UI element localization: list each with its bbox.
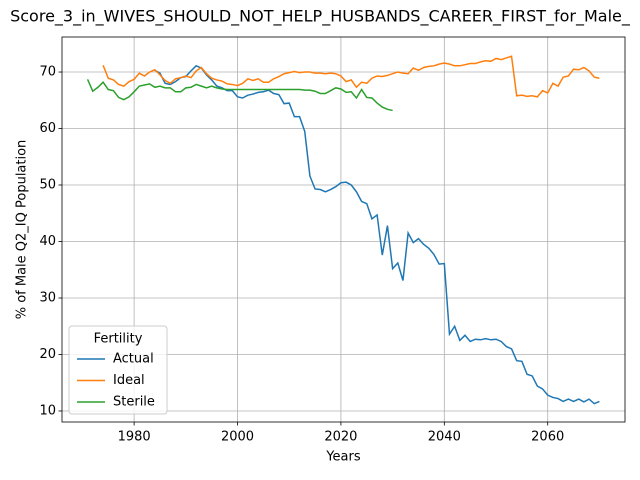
- x-tick-label: 2040: [428, 430, 461, 445]
- line-series: [86, 79, 393, 112]
- y-tick-label: 50: [39, 178, 56, 193]
- y-tick-label: 10: [39, 403, 56, 418]
- legend-box: [68, 325, 168, 415]
- y-tick-label: 60: [39, 121, 56, 136]
- legend: Fertility Actual Ideal Sterile: [68, 325, 168, 415]
- y-axis-label: % of Male Q2_IQ Population: [15, 140, 30, 320]
- y-tick-label: 30: [39, 290, 56, 305]
- legend-title: Fertility: [94, 332, 143, 347]
- y-tick-label: 70: [39, 65, 56, 80]
- y-tick-label: 20: [39, 347, 56, 362]
- x-axis-label: Years: [325, 450, 361, 465]
- legend-label: Ideal: [113, 373, 145, 388]
- x-tick-label: 2020: [324, 430, 357, 445]
- plot-frame: [61, 36, 626, 423]
- legend-label: Sterile: [113, 395, 155, 410]
- legend-label: Actual: [113, 352, 154, 367]
- line-series: [102, 55, 600, 98]
- x-tick-label: 2000: [221, 430, 254, 445]
- line-series: [154, 64, 600, 405]
- x-tick-label: 1980: [118, 430, 151, 445]
- chart-title: Score_3_in_WIVES_SHOULD_NOT_HELP_HUSBAND…: [10, 7, 631, 27]
- x-tick-label: 2060: [531, 430, 564, 445]
- y-tick-label: 40: [39, 234, 56, 249]
